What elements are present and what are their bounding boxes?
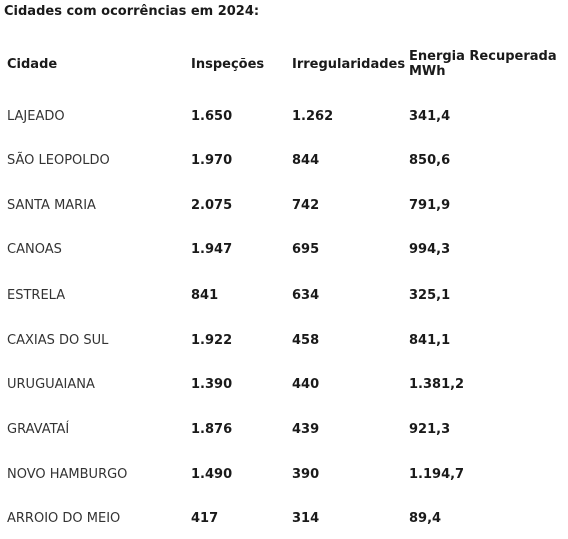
cell-inspections: 417 [191,511,219,526]
cell-irregularities: 458 [292,333,320,348]
cell-energy: 994,3 [409,242,451,257]
cell-energy: 89,4 [409,511,442,526]
table-row: CAXIAS DO SUL 1.922 458 841,1 [0,331,568,351]
cell-inspections: 1.876 [191,422,233,437]
cell-city: ESTRELA [7,288,66,303]
cell-energy: 850,6 [409,153,451,168]
page-title: Cidades com ocorrências em 2024: [4,4,260,19]
cell-city: NOVO HAMBURGO [7,467,128,482]
cell-inspections: 1.390 [191,377,233,392]
table-row: GRAVATAÍ 1.876 439 921,3 [0,420,568,440]
cell-inspections: 1.947 [191,242,233,257]
cell-irregularities: 844 [292,153,320,168]
cell-inspections: 1.650 [191,109,233,124]
cell-energy: 1.194,7 [409,467,465,482]
cell-inspections: 841 [191,288,219,303]
table-row: SÃO LEOPOLDO 1.970 844 850,6 [0,151,568,171]
header-energy-unit: MWh [409,64,446,79]
cell-inspections: 1.490 [191,467,233,482]
cell-inspections: 1.970 [191,153,233,168]
cell-irregularities: 390 [292,467,320,482]
cell-irregularities: 440 [292,377,320,392]
header-energy: Energia Recuperada [409,49,557,64]
table-row: CANOAS 1.947 695 994,3 [0,240,568,260]
cell-energy: 341,4 [409,109,451,124]
cell-irregularities: 1.262 [292,109,334,124]
cell-inspections: 1.922 [191,333,233,348]
cell-irregularities: 439 [292,422,320,437]
cell-irregularities: 695 [292,242,320,257]
cell-city: CANOAS [7,242,62,257]
table-row: LAJEADO 1.650 1.262 341,4 [0,107,568,127]
cell-energy: 921,3 [409,422,451,437]
cell-energy: 325,1 [409,288,451,303]
cell-irregularities: 314 [292,511,320,526]
cell-energy: 1.381,2 [409,377,465,392]
table-row: SANTA MARIA 2.075 742 791,9 [0,196,568,216]
cell-city: ARROIO DO MEIO [7,511,121,526]
header-city: Cidade [7,57,58,72]
header-inspections: Inspeções [191,57,265,72]
table-row: URUGUAIANA 1.390 440 1.381,2 [0,375,568,395]
table-row: ARROIO DO MEIO 417 314 89,4 [0,509,568,529]
cell-inspections: 2.075 [191,198,233,213]
header-irregularities: Irregularidades [292,57,406,72]
cell-irregularities: 634 [292,288,320,303]
cell-city: LAJEADO [7,109,65,124]
cell-city: SÃO LEOPOLDO [7,153,110,168]
cell-energy: 841,1 [409,333,451,348]
cell-energy: 791,9 [409,198,451,213]
cell-city: URUGUAIANA [7,377,95,392]
cell-irregularities: 742 [292,198,320,213]
table-row: ESTRELA 841 634 325,1 [0,286,568,306]
table-row: NOVO HAMBURGO 1.490 390 1.194,7 [0,465,568,485]
table-header: Cidade Inspeções Irregularidades Energia… [0,48,568,82]
cell-city: CAXIAS DO SUL [7,333,109,348]
cell-city: SANTA MARIA [7,198,96,213]
cell-city: GRAVATAÍ [7,422,70,437]
